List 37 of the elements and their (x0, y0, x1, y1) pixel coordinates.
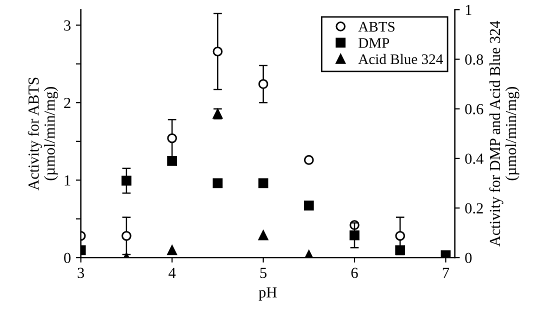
x-tick-label: 4 (168, 268, 176, 278)
point (304, 155, 314, 165)
point (258, 79, 268, 89)
y2-tick-label: 0.2 (465, 203, 483, 214)
y-axis-title: Activity for ABTS (µmol/min/mg) (28, 78, 58, 190)
x-tick-label: 5 (260, 268, 267, 278)
point (258, 178, 268, 188)
point (212, 178, 223, 188)
legend-label: ABTS (358, 22, 394, 32)
point (395, 245, 406, 256)
legend-label: Acid Blue 324 (358, 54, 443, 64)
point (304, 200, 314, 210)
legend-label: DMP (358, 38, 390, 48)
y-tick-label: 3 (64, 20, 71, 31)
y2-tick-label: 0.4 (465, 154, 484, 164)
y-tick-label: 1 (64, 175, 70, 186)
point (122, 176, 132, 186)
y-tick-label: 0 (64, 252, 71, 264)
x-tick-label: 3 (78, 268, 84, 278)
point (167, 245, 177, 256)
point (167, 133, 177, 144)
point (122, 230, 132, 241)
point (167, 156, 177, 166)
y2-tick-label: 0 (465, 252, 472, 264)
y2-tick-label: 0.8 (465, 54, 484, 65)
x-tick-label: 6 (351, 268, 358, 278)
y-tick-label: 2 (64, 98, 70, 108)
y2-axis-title: Activity for DMP and Acid Blue 324 (µmol/min/mg) (489, 20, 520, 246)
point (440, 250, 451, 258)
point (395, 230, 406, 241)
y2-tick-label: 1 (466, 4, 472, 15)
point (350, 230, 360, 240)
point (258, 230, 268, 240)
y2-tick-label: 0.6 (465, 104, 484, 114)
x-tick-label: 7 (442, 268, 450, 278)
point (212, 46, 223, 56)
x-axis-title: pH (258, 287, 277, 301)
